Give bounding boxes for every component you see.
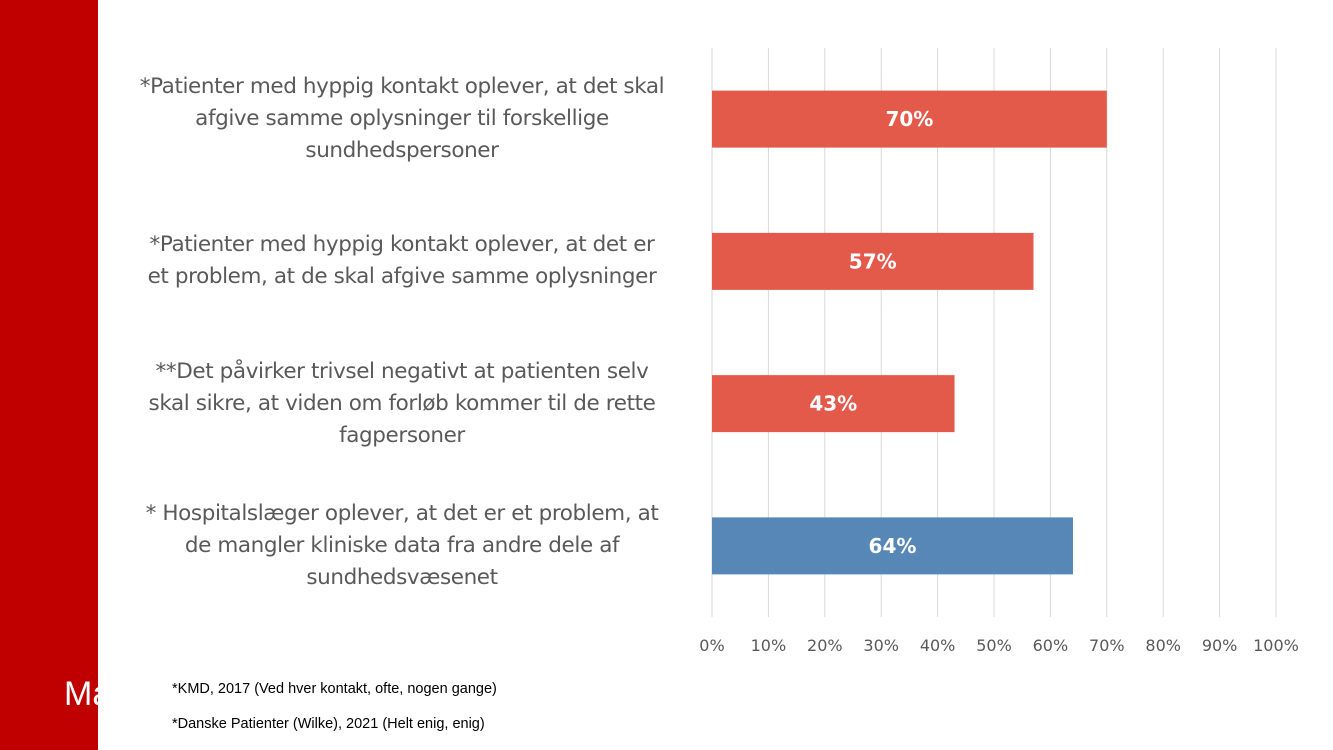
data-label: 43% [809, 392, 857, 416]
category-label-line: afgive samme oplysninger til forskellige [195, 106, 609, 132]
category-label-line: *Patienter med hyppig kontakt oplever, a… [139, 74, 665, 100]
bar [712, 232, 1034, 290]
x-tick-label: 40% [920, 636, 956, 655]
category-label-line: * Hospitalslæger oplever, at det er et p… [145, 500, 659, 526]
bar [712, 375, 955, 433]
category-label-line: sundhedsvæsenet [306, 564, 498, 590]
category-label-line: *Patienter med hyppig kontakt oplever, a… [149, 232, 655, 258]
x-tick-label: 10% [751, 636, 787, 655]
x-tick-label: 100% [1253, 636, 1299, 655]
x-tick-label: 20% [807, 636, 843, 655]
category-label: **Det påvirker trivsel negativt at patie… [108, 356, 696, 452]
category-label-line: fagpersoner [339, 422, 465, 448]
category-label-line: de mangler kliniske data fra andre dele … [184, 532, 620, 558]
footnote-danske-patienter: *Danske Patienter (Wilke), 2021 (Helt en… [172, 716, 485, 732]
x-tick-label: 50% [976, 636, 1012, 655]
category-label-line: sundhedspersoner [305, 138, 499, 164]
x-tick-label: 90% [1202, 636, 1238, 655]
data-label: 64% [869, 534, 917, 558]
sidebar-partial-title: Ma [64, 675, 112, 713]
x-tick-label: 0% [699, 636, 724, 655]
category-label-line: skal sikre, at viden om forløb kommer ti… [148, 390, 656, 416]
data-label: 57% [849, 249, 897, 273]
category-label: *Patienter med hyppig kontakt oplever, a… [108, 71, 696, 167]
x-tick-label: 70% [1089, 636, 1125, 655]
data-label: 70% [885, 107, 933, 131]
x-tick-label: 60% [1033, 636, 1069, 655]
x-tick-label: 80% [1145, 636, 1181, 655]
bar [712, 517, 1073, 575]
bar [712, 90, 1107, 148]
category-label: *Patienter med hyppig kontakt oplever, a… [108, 229, 696, 293]
category-label-line: et problem, at de skal afgive samme oply… [147, 264, 657, 290]
category-label: * Hospitalslæger oplever, at det er et p… [108, 498, 696, 594]
category-label-line: **Det påvirker trivsel negativt at patie… [155, 358, 649, 384]
x-tick-label: 30% [863, 636, 899, 655]
footnote-kmd: *KMD, 2017 (Ved hver kontakt, ofte, noge… [172, 681, 497, 697]
red-sidebar: Ma [0, 0, 111, 750]
